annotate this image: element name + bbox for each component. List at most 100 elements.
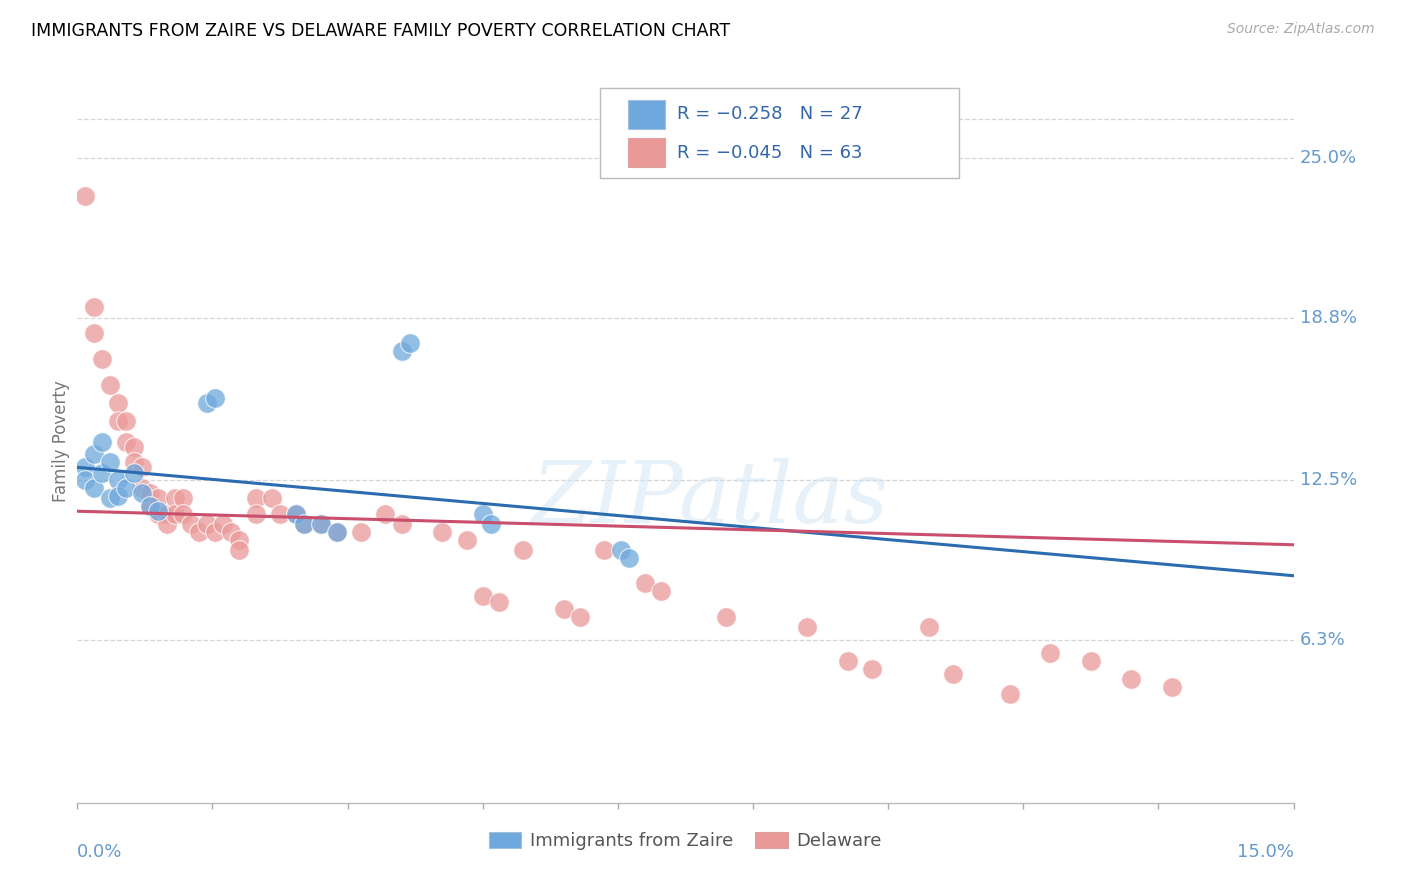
Point <box>228 542 250 557</box>
Point <box>75 460 97 475</box>
Text: 6.3%: 6.3% <box>1299 632 1346 649</box>
Point <box>139 499 162 513</box>
Point <box>83 326 105 341</box>
Text: IMMIGRANTS FROM ZAIRE VS DELAWARE FAMILY POVERTY CORRELATION CHART: IMMIGRANTS FROM ZAIRE VS DELAWARE FAMILY… <box>31 22 730 40</box>
Point <box>391 517 413 532</box>
Point <box>479 517 502 532</box>
Legend: Immigrants from Zaire, Delaware: Immigrants from Zaire, Delaware <box>479 822 891 859</box>
Point <box>148 507 170 521</box>
Text: R = −0.258   N = 27: R = −0.258 N = 27 <box>676 105 863 123</box>
Point <box>374 507 396 521</box>
FancyBboxPatch shape <box>600 87 959 178</box>
Point <box>1121 672 1143 686</box>
Point <box>90 351 112 366</box>
Point <box>292 517 315 532</box>
Text: ZIPatlas: ZIPatlas <box>531 458 889 541</box>
Point <box>107 489 129 503</box>
Point <box>398 336 420 351</box>
Point <box>221 524 243 539</box>
Point <box>285 507 308 521</box>
Point <box>860 662 883 676</box>
Point <box>998 687 1021 701</box>
Point <box>122 466 145 480</box>
Point <box>98 491 121 506</box>
Text: 0.0%: 0.0% <box>77 843 122 861</box>
Y-axis label: Family Poverty: Family Poverty <box>52 381 70 502</box>
Point <box>172 491 194 506</box>
Point <box>260 491 283 506</box>
Point <box>139 499 162 513</box>
FancyBboxPatch shape <box>628 138 665 167</box>
Point <box>430 524 453 539</box>
Point <box>148 491 170 506</box>
Text: 15.0%: 15.0% <box>1236 843 1294 861</box>
Point <box>1080 654 1102 668</box>
Point <box>75 473 97 487</box>
Point <box>83 481 105 495</box>
Point <box>98 455 121 469</box>
Point <box>1039 646 1062 660</box>
Point <box>714 610 737 624</box>
Point <box>456 533 478 547</box>
Point <box>292 517 315 532</box>
Point <box>155 507 177 521</box>
Text: 25.0%: 25.0% <box>1299 149 1357 167</box>
FancyBboxPatch shape <box>628 100 665 128</box>
Point <box>918 620 941 634</box>
Point <box>195 517 218 532</box>
Point <box>609 542 631 557</box>
Point <box>131 481 153 495</box>
Point <box>139 486 162 500</box>
Text: 12.5%: 12.5% <box>1299 471 1357 489</box>
Point <box>83 447 105 461</box>
Point <box>204 391 226 405</box>
Point <box>107 473 129 487</box>
Point <box>309 517 332 532</box>
Point <box>163 507 186 521</box>
Point <box>471 590 494 604</box>
Point <box>228 533 250 547</box>
Point <box>98 377 121 392</box>
Point <box>617 550 640 565</box>
Point <box>942 666 965 681</box>
Point <box>326 524 349 539</box>
Point <box>115 481 138 495</box>
Point <box>90 466 112 480</box>
Point <box>204 524 226 539</box>
Point <box>634 576 657 591</box>
Point <box>796 620 818 634</box>
Point <box>107 414 129 428</box>
Point <box>180 517 202 532</box>
Point <box>83 301 105 315</box>
Point <box>107 396 129 410</box>
Point <box>650 584 672 599</box>
Point <box>512 542 534 557</box>
Point <box>245 491 267 506</box>
Point <box>471 507 494 521</box>
Point <box>593 542 616 557</box>
Point <box>131 460 153 475</box>
Point <box>1161 680 1184 694</box>
Point <box>163 491 186 506</box>
Point <box>285 507 308 521</box>
Point <box>569 610 592 624</box>
Point <box>350 524 373 539</box>
Point <box>553 602 575 616</box>
Point <box>188 524 211 539</box>
Point <box>131 486 153 500</box>
Point <box>212 517 235 532</box>
Text: 18.8%: 18.8% <box>1299 309 1357 326</box>
Point <box>309 517 332 532</box>
Point <box>122 455 145 469</box>
Point <box>195 396 218 410</box>
Point <box>269 507 291 521</box>
Text: Source: ZipAtlas.com: Source: ZipAtlas.com <box>1227 22 1375 37</box>
Point <box>148 504 170 518</box>
Point <box>155 517 177 532</box>
Point <box>115 414 138 428</box>
Point <box>326 524 349 539</box>
Point <box>245 507 267 521</box>
Point <box>488 594 510 608</box>
Point <box>75 189 97 203</box>
Point <box>90 434 112 449</box>
